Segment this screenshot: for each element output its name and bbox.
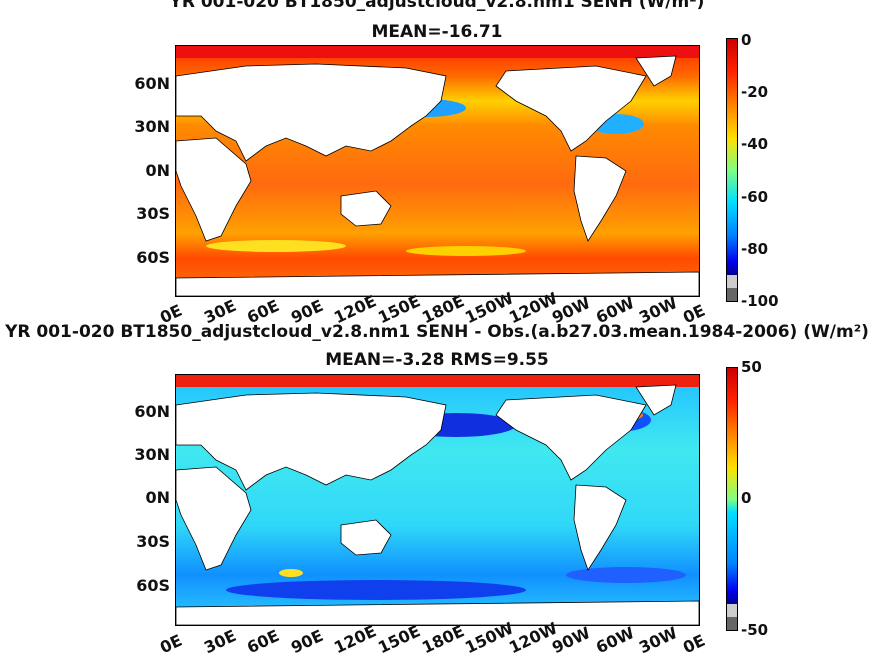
bottom_panel-xlabel-10: 60W (592, 623, 638, 657)
bottom_panel-xlabel-11: 30W (636, 623, 681, 657)
bottom-cb-label-50: 50 (741, 358, 762, 376)
bottom-southern-cool-2 (566, 567, 686, 583)
top-title-line2: MEAN=-16.71 (371, 22, 503, 42)
top-australia (340, 190, 392, 227)
bottom-north-america (495, 394, 647, 481)
bottom-colorbar (726, 367, 738, 631)
bottom-map-svg (176, 375, 699, 625)
bottom-antarctica (176, 600, 699, 625)
bottom-south-america (573, 484, 627, 571)
bottom-title-line2: MEAN=-3.28 RMS=9.55 (325, 350, 549, 370)
bottom_panel-xlabel-2: 60E (244, 625, 283, 657)
bottom_panel-xlabel-6: 180E (418, 621, 467, 657)
bottom_panel-xlabel-1: 30E (200, 625, 239, 657)
top-land (176, 55, 699, 296)
top-cb-label-2: -40 (741, 135, 769, 153)
top-ylabel-60s: 60S (136, 248, 170, 267)
bottom_panel-xlabel-12: 0E (680, 630, 709, 657)
top-ylabel-30s: 30S (136, 204, 170, 223)
top-cb-label-4: -80 (741, 240, 769, 258)
top-colorbar (726, 38, 738, 302)
top-africa (176, 137, 252, 242)
top-title-line1: YR 001-020 BT1850_adjustcloud_v2.8.nm1 S… (169, 0, 705, 12)
bottom-eurasia (176, 392, 447, 491)
bottom_panel-xlabel-3: 90E (287, 625, 326, 657)
bottom-land (176, 384, 699, 625)
bottom-ylabel-30s: 30S (136, 532, 170, 551)
bottom-arctic-band (176, 375, 699, 387)
bottom-australia (340, 519, 392, 556)
bottom-greenland (635, 384, 677, 416)
top-cb-label-5: -100 (741, 292, 779, 310)
bottom_panel-xlabel-5: 150E (374, 621, 424, 657)
top-cb-label-0: 0 (741, 31, 752, 49)
top-ylabel-60n: 60N (134, 74, 170, 93)
top-southern-cool (206, 240, 346, 252)
bottom-southern-cool (226, 580, 526, 600)
top-south-america (573, 155, 627, 242)
top-cb-label-1: -20 (741, 83, 769, 101)
bottom-ylabel-30n: 30N (134, 445, 170, 464)
top-ylabel-30n: 30N (134, 117, 170, 136)
bottom-ylabel-60n: 60N (134, 402, 170, 421)
bottom-map (175, 374, 700, 626)
top-greenland (635, 55, 677, 87)
bottom-southern-warm (279, 569, 303, 577)
top-north-america (495, 65, 647, 152)
top-ylabel-0n: 0N (145, 161, 170, 180)
top-map-svg (176, 46, 699, 296)
bottom-title-line1: YR 001-020 BT1850_adjustcloud_v2.8.nm1 S… (5, 322, 869, 342)
top-map (175, 45, 700, 297)
top-antarctica (176, 271, 699, 296)
top-eurasia (176, 63, 447, 162)
bottom_panel-xlabel-4: 120E (331, 621, 380, 657)
bottom-cb-label-0: 0 (741, 489, 752, 507)
bottom_panel-xlabel-0: 0E (157, 630, 186, 657)
top-arctic-band (176, 46, 699, 58)
bottom-ylabel-60s: 60S (136, 576, 170, 595)
top-southern-cool-2 (406, 246, 526, 256)
top-cb-label-3: -60 (741, 188, 769, 206)
bottom-africa (176, 466, 252, 571)
bottom-cb-label-neg50: -50 (741, 621, 769, 639)
bottom-ylabel-0n: 0N (145, 488, 170, 507)
